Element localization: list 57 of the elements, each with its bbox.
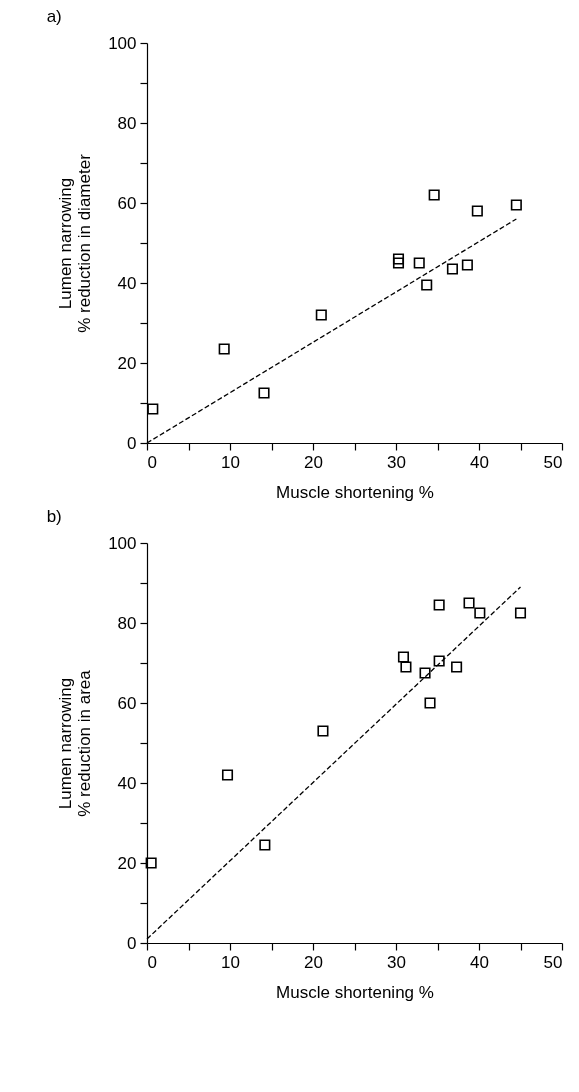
point bbox=[428, 189, 440, 201]
x-tick-label: 20 bbox=[304, 952, 323, 972]
point bbox=[446, 263, 458, 275]
point bbox=[317, 725, 329, 737]
x-tick-label: 40 bbox=[470, 952, 489, 972]
point bbox=[433, 599, 445, 611]
y-tick-label: 0 bbox=[127, 433, 137, 453]
point bbox=[147, 403, 159, 415]
x-tick-label: 10 bbox=[221, 452, 240, 472]
point bbox=[461, 259, 473, 271]
x-tick-label: 50 bbox=[543, 952, 563, 972]
x-tick-label: 20 bbox=[304, 452, 323, 472]
chart-title: b) bbox=[46, 507, 62, 526]
y-tick-label: 100 bbox=[108, 533, 137, 553]
y-tick-label: 80 bbox=[117, 613, 137, 633]
point bbox=[400, 661, 412, 673]
x-tick-label: 10 bbox=[221, 952, 240, 972]
y-tick-label: 40 bbox=[117, 273, 137, 293]
point bbox=[510, 199, 522, 211]
point bbox=[221, 769, 234, 781]
x-tick-label: 0 bbox=[147, 952, 157, 972]
x-tick-label: 0 bbox=[147, 452, 157, 472]
y-tick-label: 20 bbox=[117, 353, 137, 373]
x-tick-label: 50 bbox=[543, 452, 563, 472]
point bbox=[424, 697, 436, 709]
point bbox=[145, 857, 157, 869]
x-tick-label: 30 bbox=[387, 952, 406, 972]
point bbox=[315, 309, 327, 321]
y-tick-label: 0 bbox=[127, 933, 137, 953]
point bbox=[392, 257, 405, 269]
point bbox=[474, 607, 486, 619]
x-axis-title: Muscle shortening % bbox=[276, 982, 434, 1002]
y-tick-label: 80 bbox=[117, 113, 137, 133]
x-tick-label: 30 bbox=[387, 452, 406, 472]
y-tick-label: 100 bbox=[108, 33, 137, 53]
point bbox=[397, 651, 410, 663]
y-tick-label: 40 bbox=[117, 773, 137, 793]
y-tick-label: 60 bbox=[117, 193, 137, 213]
y-tick-label: 20 bbox=[117, 853, 137, 873]
point bbox=[421, 279, 433, 291]
point bbox=[471, 205, 483, 217]
point bbox=[218, 343, 230, 355]
chart-title: a) bbox=[46, 7, 62, 26]
x-axis-title: Muscle shortening % bbox=[276, 482, 434, 502]
point bbox=[451, 661, 463, 673]
point bbox=[433, 655, 445, 667]
x-tick-label: 40 bbox=[470, 452, 489, 472]
point bbox=[258, 387, 270, 399]
y-axis-title: Lumen narrowing % reduction in area bbox=[56, 669, 95, 817]
point bbox=[514, 607, 527, 619]
y-axis-title: Lumen narrowing % reduction in diameter bbox=[56, 153, 95, 333]
point bbox=[419, 667, 431, 679]
point bbox=[392, 253, 405, 265]
y-tick-label: 60 bbox=[117, 693, 137, 713]
point bbox=[413, 257, 425, 269]
point bbox=[463, 597, 475, 609]
point bbox=[259, 839, 271, 851]
